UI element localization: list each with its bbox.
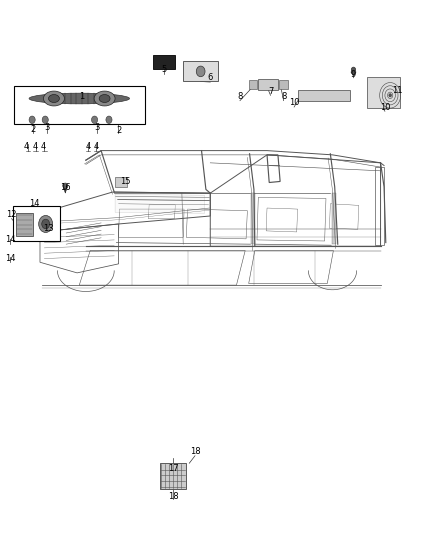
- Ellipse shape: [29, 93, 130, 104]
- Ellipse shape: [389, 94, 392, 97]
- Text: 4: 4: [85, 142, 91, 151]
- Text: 8: 8: [237, 92, 243, 101]
- Text: 9: 9: [351, 70, 356, 78]
- Ellipse shape: [99, 94, 110, 102]
- Ellipse shape: [63, 183, 68, 188]
- Polygon shape: [251, 193, 255, 244]
- Ellipse shape: [42, 219, 49, 229]
- Ellipse shape: [94, 91, 115, 106]
- Text: 11: 11: [392, 85, 403, 94]
- Polygon shape: [351, 72, 356, 76]
- Bar: [13, 206, 60, 241]
- Text: 18: 18: [168, 491, 178, 500]
- Text: 10: 10: [380, 102, 390, 111]
- Text: 14: 14: [5, 236, 16, 245]
- Ellipse shape: [29, 116, 35, 124]
- Text: 10: 10: [289, 98, 299, 107]
- Ellipse shape: [196, 66, 205, 77]
- Text: 3: 3: [44, 123, 49, 132]
- Text: 5: 5: [162, 66, 167, 74]
- Bar: [298, 90, 350, 101]
- Polygon shape: [115, 194, 205, 213]
- Ellipse shape: [39, 215, 53, 232]
- Text: 16: 16: [60, 183, 71, 192]
- Bar: [152, 55, 175, 69]
- Ellipse shape: [351, 67, 356, 72]
- Bar: [160, 463, 186, 489]
- Bar: [279, 80, 288, 89]
- Bar: [249, 80, 258, 89]
- Text: 17: 17: [168, 464, 178, 473]
- Text: 14: 14: [5, 254, 16, 263]
- Text: 6: 6: [208, 73, 213, 82]
- Text: 12: 12: [7, 210, 17, 219]
- Text: 4: 4: [32, 142, 37, 151]
- Text: 13: 13: [43, 224, 54, 233]
- Text: 15: 15: [120, 177, 131, 186]
- Text: 4: 4: [41, 142, 46, 151]
- Polygon shape: [63, 187, 67, 193]
- Text: 4: 4: [23, 142, 28, 151]
- Text: 14: 14: [29, 199, 40, 208]
- Text: 2: 2: [31, 125, 36, 134]
- Ellipse shape: [106, 116, 112, 124]
- Bar: [183, 61, 218, 82]
- Ellipse shape: [43, 91, 64, 106]
- Text: 8: 8: [281, 92, 286, 101]
- Ellipse shape: [42, 116, 48, 124]
- Text: 18: 18: [190, 447, 200, 456]
- Bar: [16, 213, 33, 236]
- Polygon shape: [332, 193, 336, 244]
- Bar: [14, 86, 145, 124]
- Text: 3: 3: [94, 123, 99, 132]
- Text: 1: 1: [79, 92, 84, 101]
- Bar: [367, 77, 400, 108]
- Text: 7: 7: [268, 86, 274, 95]
- Text: 2: 2: [116, 126, 121, 135]
- Text: 4: 4: [94, 142, 99, 151]
- Ellipse shape: [49, 94, 60, 102]
- Bar: [115, 177, 127, 187]
- Ellipse shape: [92, 116, 98, 124]
- Bar: [258, 79, 278, 90]
